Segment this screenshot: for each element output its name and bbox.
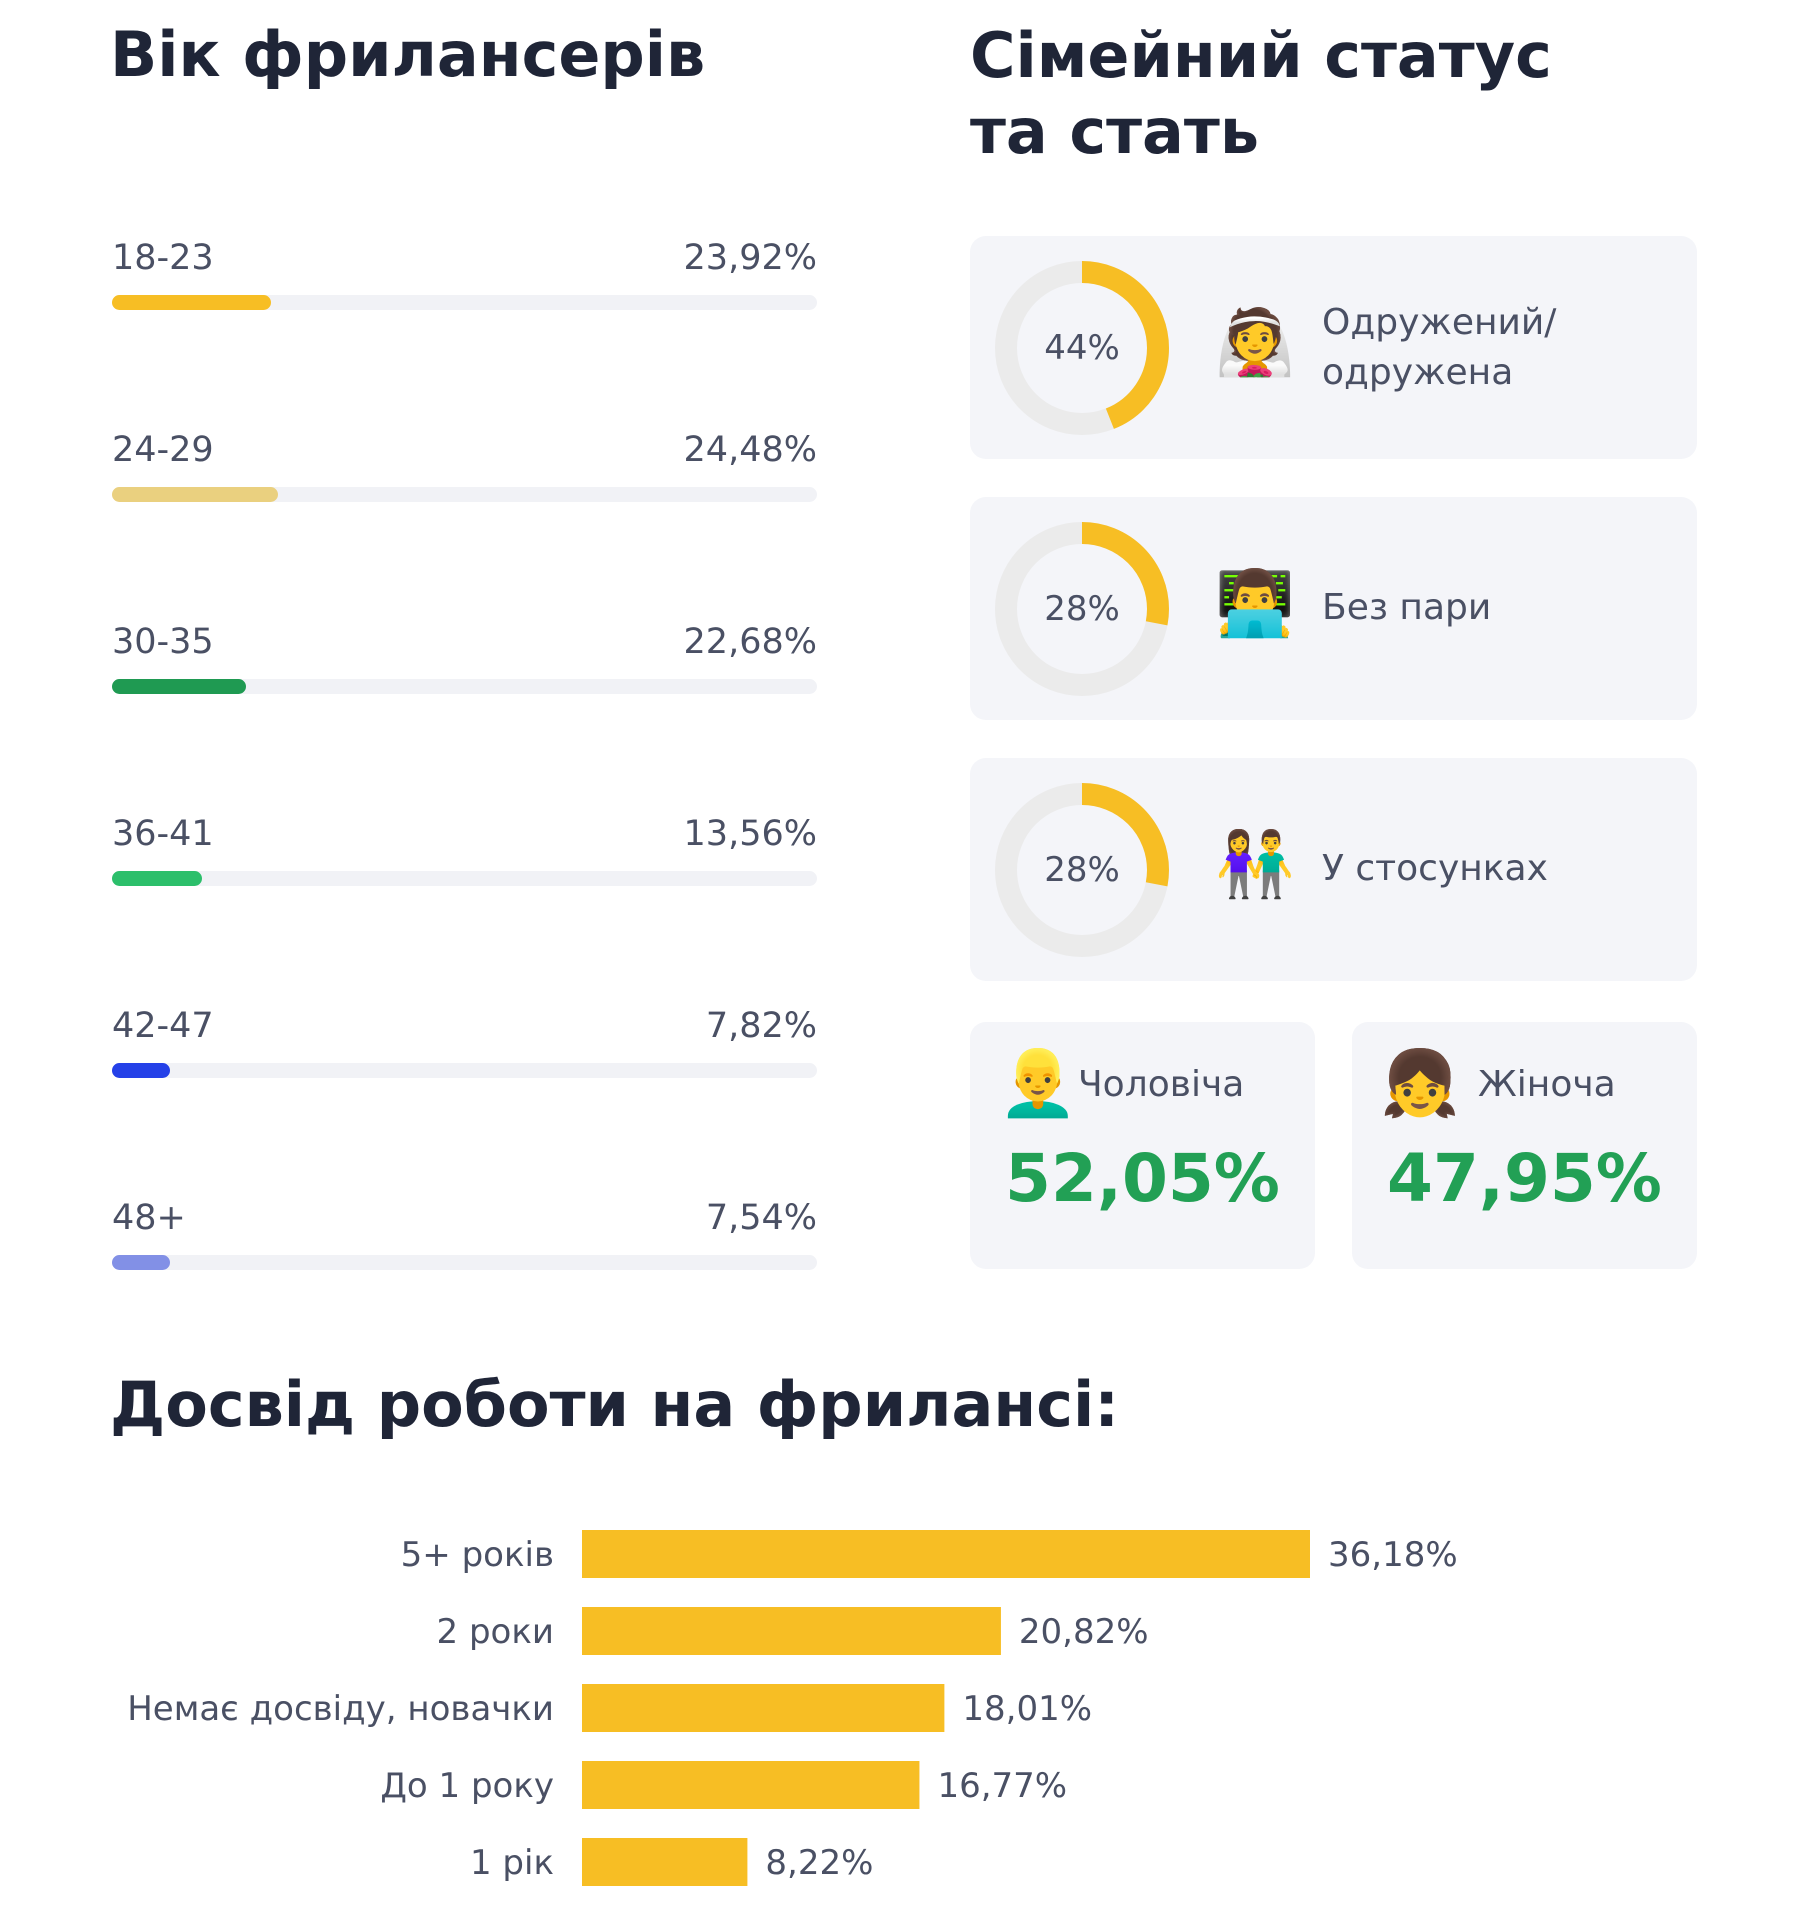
- age-bar-fill: [112, 1255, 170, 1270]
- age-row: 42-47 7,82%: [112, 1006, 817, 1126]
- category-label: До 1 року: [380, 1766, 554, 1806]
- value-label: 8,22%: [765, 1843, 873, 1883]
- age-title: Вік фрилансерів: [110, 18, 706, 91]
- gender-value: 52,05%: [1005, 1140, 1280, 1217]
- age-bar-fill: [112, 295, 271, 310]
- man-face-icon: 👱‍♂️: [998, 1047, 1078, 1121]
- age-row: 48+ 7,54%: [112, 1198, 817, 1318]
- category-label: 2 роки: [437, 1612, 554, 1652]
- donut-percent: 28%: [1044, 589, 1120, 629]
- category-label: 5+ років: [401, 1535, 554, 1575]
- age-percent: 7,82%: [705, 1006, 817, 1046]
- donut-arc: [995, 261, 1169, 435]
- couple-icon: 👫: [1215, 828, 1295, 902]
- age-percent: 24,48%: [683, 430, 817, 470]
- age-bar-track: [112, 295, 817, 310]
- age-percent: 13,56%: [683, 814, 817, 854]
- age-label: 36-41: [112, 814, 214, 854]
- age-percent: 23,92%: [683, 238, 817, 278]
- donut-percent: 44%: [1044, 328, 1120, 368]
- age-row: 30-35 22,68%: [112, 622, 817, 742]
- status-label: У стосунках: [1322, 848, 1548, 889]
- gender-value: 47,95%: [1387, 1140, 1662, 1217]
- experience-bar: [582, 1607, 1001, 1655]
- category-label: 1 рік: [470, 1843, 554, 1883]
- experience-bar: [582, 1684, 945, 1732]
- age-bar-fill: [112, 487, 278, 502]
- gender-card-female: 👧 Жіноча 47,95%: [1352, 1022, 1697, 1269]
- experience-bar: [582, 1838, 748, 1886]
- man-laptop-icon: 👨‍💻: [1215, 567, 1295, 641]
- age-label: 30-35: [112, 622, 214, 662]
- gender-label: Жіноча: [1478, 1064, 1616, 1105]
- value-label: 36,18%: [1328, 1535, 1458, 1575]
- experience-bar: [582, 1530, 1310, 1578]
- age-label: 24-29: [112, 430, 214, 470]
- category-label: Немає досвіду, новачки: [127, 1689, 554, 1729]
- donut-chart: [995, 783, 1169, 957]
- status-label: Без пари: [1322, 587, 1492, 628]
- age-bar-track: [112, 1063, 817, 1078]
- experience-bar: [582, 1761, 920, 1809]
- value-label: 16,77%: [937, 1766, 1067, 1806]
- donut-chart: [995, 522, 1169, 696]
- age-bar-track: [112, 679, 817, 694]
- age-bar-track: [112, 1255, 817, 1270]
- age-label: 48+: [112, 1198, 186, 1238]
- experience-title: Досвід роботи на фрилансі:: [110, 1368, 1120, 1441]
- age-bar-fill: [112, 679, 246, 694]
- age-percent: 22,68%: [683, 622, 817, 662]
- age-bar-fill: [112, 1063, 170, 1078]
- age-label: 18-23: [112, 238, 214, 278]
- status-card-single: 28% 👨‍💻 Без пари: [970, 497, 1697, 720]
- age-row: 36-41 13,56%: [112, 814, 817, 934]
- age-percent: 7,54%: [705, 1198, 817, 1238]
- donut-percent: 28%: [1044, 850, 1120, 890]
- age-row: 24-29 24,48%: [112, 430, 817, 550]
- gender-card-male: 👱‍♂️ Чоловіча 52,05%: [970, 1022, 1315, 1269]
- status-card-married: 44% 👰 Одружений/ одружена: [970, 236, 1697, 459]
- value-label: 18,01%: [962, 1689, 1092, 1729]
- age-row: 18-23 23,92%: [112, 238, 817, 358]
- age-bar-track: [112, 871, 817, 886]
- bride-icon: 👰: [1215, 306, 1295, 380]
- status-card-relationship: 28% 👫 У стосунках: [970, 758, 1697, 981]
- donut-chart: [995, 261, 1169, 435]
- age-bar-fill: [112, 871, 203, 886]
- woman-face-icon: 👧: [1380, 1047, 1460, 1121]
- age-label: 42-47: [112, 1006, 214, 1046]
- gender-label: Чоловіча: [1078, 1064, 1245, 1105]
- donut-arc: [995, 522, 1169, 696]
- value-label: 20,82%: [1019, 1612, 1149, 1652]
- experience-bar-chart: 5+ років 36,18% 2 роки 20,82% Немає досвіду,…: [127, 1530, 1458, 1886]
- status-title: Сімейний статус та стать: [970, 19, 1552, 168]
- donut-arc: [995, 783, 1169, 957]
- age-bar-track: [112, 487, 817, 502]
- status-label: Одружений/ одружена: [1322, 302, 1557, 393]
